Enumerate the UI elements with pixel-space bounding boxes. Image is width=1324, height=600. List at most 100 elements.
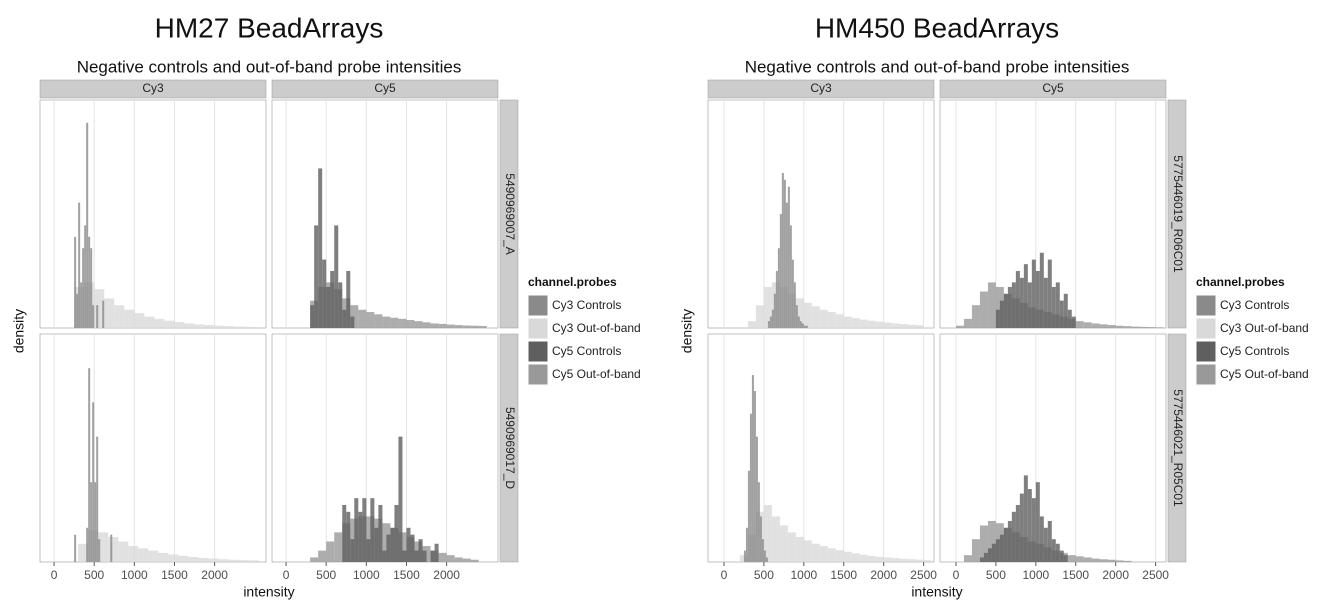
chart-subtitle: Negative controls and out-of-band probe … [77, 57, 462, 76]
histogram-bar [322, 259, 327, 328]
histogram-bar [1099, 324, 1108, 328]
histogram-bar [402, 550, 407, 562]
histogram-bar [438, 552, 447, 562]
chart-title: HM27 BeadArrays [155, 12, 384, 43]
row-strip [499, 99, 519, 329]
histogram-bar [410, 534, 415, 562]
histogram-bar [819, 546, 828, 562]
histogram-bar [346, 271, 351, 328]
y-axis-label: density [11, 309, 27, 353]
histogram-bar [358, 309, 367, 328]
histogram-bar [1155, 327, 1164, 328]
histogram-bar [366, 312, 375, 328]
histogram-bar [979, 291, 988, 328]
histogram-bar [124, 309, 135, 328]
histogram-bar [1071, 316, 1076, 328]
histogram-bar [76, 293, 79, 328]
histogram-bar [178, 555, 189, 562]
histogram-bar [1067, 555, 1076, 562]
row-label: 5775446019_R06C01 [1171, 155, 1185, 273]
histogram-bar [1075, 556, 1084, 562]
legend-label: Cy3 Out-of-band [1220, 321, 1309, 335]
histogram-bar [759, 516, 762, 562]
histogram-bar [386, 534, 391, 562]
histogram-bar [414, 550, 419, 562]
column-strip [707, 79, 935, 99]
histogram-bar [899, 324, 908, 328]
histogram-bar [1015, 271, 1020, 328]
histogram-bar [78, 202, 81, 328]
histogram-bar [907, 324, 916, 328]
histogram-bar [374, 314, 383, 328]
histogram-bar [783, 179, 786, 328]
histogram-bar [883, 557, 892, 562]
histogram-bar [74, 534, 77, 562]
histogram-bar [771, 309, 774, 328]
histogram-bar [148, 550, 159, 562]
histogram-bar [1075, 321, 1084, 328]
column-label: Cy3 [142, 81, 164, 95]
row-label: 5775446021_R05C01 [1171, 389, 1185, 507]
histogram-bar [797, 316, 800, 328]
histogram-bar [138, 548, 149, 562]
histogram-bar [1139, 326, 1148, 328]
histogram-bar [899, 558, 908, 562]
histogram-bar [999, 300, 1004, 328]
histogram-bar [1123, 326, 1132, 328]
histogram-bar [1011, 282, 1016, 328]
histogram-bar [771, 516, 780, 562]
histogram-bar [110, 534, 113, 562]
histogram-bar [248, 560, 259, 562]
histogram-bar [795, 298, 804, 328]
panel [707, 99, 935, 329]
histogram-bar [382, 316, 391, 328]
legend-key [1195, 340, 1217, 363]
histogram-bar [891, 558, 900, 562]
histogram-bar [398, 318, 407, 328]
chart-title: HM450 BeadArrays [815, 12, 1059, 43]
histogram-bar [851, 553, 860, 562]
histogram-bar [154, 318, 165, 328]
y-axis-label: density [679, 309, 695, 353]
histogram-bar [370, 498, 375, 562]
histogram-bar [1035, 482, 1040, 562]
x-tick-label: 1000 [1022, 568, 1049, 582]
histogram-bar [422, 550, 427, 562]
panel [39, 99, 267, 329]
histogram-bar [114, 305, 125, 328]
legend-key [1195, 317, 1217, 340]
histogram-bar [811, 543, 820, 562]
histogram-bar [334, 532, 343, 562]
histogram-bar [168, 554, 179, 562]
histogram-bar [90, 482, 93, 562]
histogram-bar [422, 322, 431, 328]
histogram-bar [98, 532, 109, 562]
histogram-bar [1063, 555, 1068, 562]
histogram-bar [218, 559, 229, 562]
histogram-bar [108, 536, 119, 562]
histogram-bar [971, 305, 980, 328]
histogram-bar [787, 532, 796, 562]
x-tick-label: 500 [316, 568, 336, 582]
x-tick-label: 0 [721, 568, 728, 582]
histogram-bar [80, 282, 83, 328]
histogram-bar [1047, 520, 1052, 562]
panel [707, 333, 935, 563]
histogram-bar [478, 325, 487, 328]
chart-subtitle: Negative controls and out-of-band probe … [745, 57, 1130, 76]
histogram-bar [987, 548, 992, 562]
histogram-bar [128, 546, 139, 562]
histogram-bar [358, 511, 363, 562]
histogram-bar [374, 527, 379, 562]
histogram-bar [757, 482, 760, 562]
histogram-bar [763, 286, 772, 328]
histogram-bar [94, 482, 97, 562]
histogram-bar [915, 559, 924, 562]
histogram-bar [406, 527, 411, 562]
histogram-bar [875, 321, 884, 328]
histogram-bar [98, 539, 101, 562]
histogram-bar [987, 520, 996, 562]
histogram-bar [749, 413, 752, 562]
histogram-bar [104, 298, 115, 328]
histogram-bar [755, 436, 758, 562]
